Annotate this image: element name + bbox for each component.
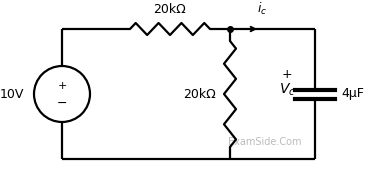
Text: 4μF: 4μF bbox=[341, 87, 364, 101]
Text: $V_c$: $V_c$ bbox=[279, 82, 295, 98]
Text: +: + bbox=[282, 67, 292, 81]
Text: 20kΩ: 20kΩ bbox=[183, 87, 216, 101]
Text: +: + bbox=[57, 81, 67, 91]
Text: −: − bbox=[57, 96, 67, 110]
Text: ExamSide.Com: ExamSide.Com bbox=[228, 137, 302, 147]
Text: $i_c$: $i_c$ bbox=[257, 1, 267, 17]
Text: 10V: 10V bbox=[0, 87, 24, 101]
Text: 20kΩ: 20kΩ bbox=[154, 3, 186, 16]
